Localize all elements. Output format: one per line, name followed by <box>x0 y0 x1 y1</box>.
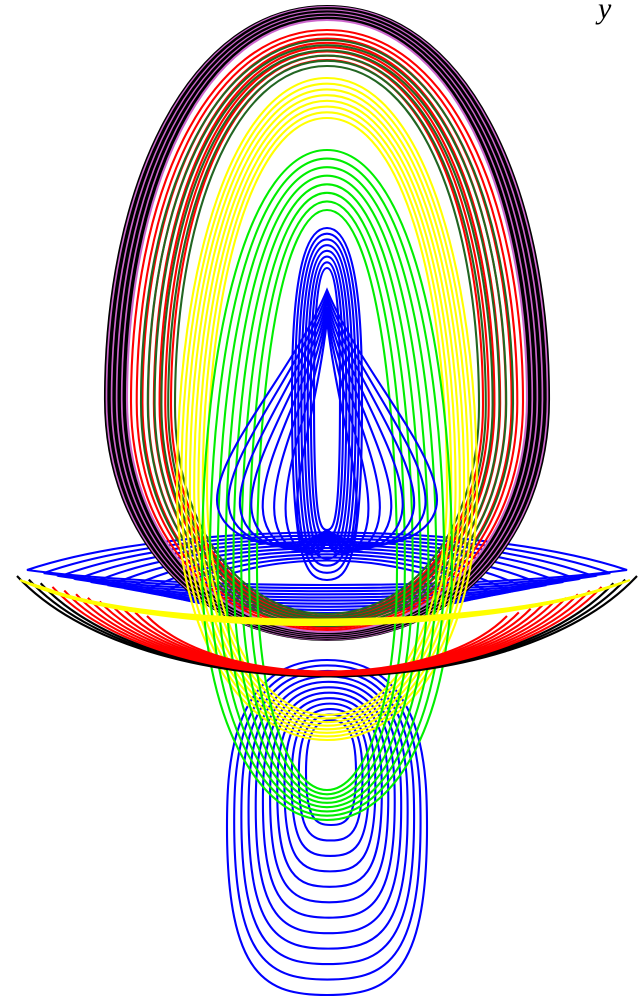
yellow-shell <box>197 105 457 724</box>
green-shell <box>248 200 406 796</box>
yellow-shell <box>205 116 449 717</box>
blue-lower-loop <box>233 664 422 981</box>
blue-disc-band <box>106 547 548 602</box>
blue-diamond-loop <box>261 306 393 552</box>
yellow-shell <box>184 88 470 734</box>
blue-upper-loop <box>294 232 360 574</box>
outer-shell <box>125 18 529 634</box>
blue-lower-loop <box>276 697 383 888</box>
green-shell <box>200 148 454 822</box>
blue-upper-loop <box>290 226 364 582</box>
yellow-shell <box>201 111 453 720</box>
green-shell <box>232 183 422 804</box>
blue-upper-loops <box>215 226 439 582</box>
blue-upper-loop <box>306 255 348 546</box>
blue-lower-loop <box>283 702 377 873</box>
yellow-shell <box>180 82 474 738</box>
green-shell <box>224 174 430 809</box>
yellow-shell <box>175 76 479 742</box>
blue-lower-loop <box>254 680 403 935</box>
blue-lower-loop <box>304 718 358 827</box>
blue-upper-loop <box>300 244 354 560</box>
blue-diamond-loop <box>273 311 381 553</box>
yellow-disc-bands <box>19 579 631 627</box>
blue-lower-loops <box>225 658 429 997</box>
blue-lower-loop <box>225 658 429 997</box>
green-shell <box>208 157 446 817</box>
red-shell <box>129 28 525 632</box>
green-shells <box>200 148 454 822</box>
yellow-disc-band <box>44 587 606 621</box>
outer-black-shells <box>103 4 551 642</box>
yellow-shell <box>193 99 461 727</box>
blue-lower-loop <box>297 713 364 842</box>
blue-diamond-loop <box>227 291 427 547</box>
yellow-shell <box>188 94 466 731</box>
red-disc-band <box>146 615 508 673</box>
red-shell <box>135 33 519 630</box>
dark-green-shell <box>167 59 487 618</box>
axis-label-y: y <box>598 0 612 25</box>
green-shell <box>216 166 438 813</box>
blue-diamond-loop <box>295 319 359 556</box>
red-disc-bands <box>16 575 638 678</box>
green-shell <box>255 208 399 792</box>
yellow-shells <box>175 76 479 742</box>
blue-diamond-loop <box>215 287 439 546</box>
blue-lower-loop <box>290 708 370 857</box>
green-shell <box>240 191 414 800</box>
dark-green-shell <box>173 64 481 616</box>
blue-lower-loop <box>247 675 409 950</box>
